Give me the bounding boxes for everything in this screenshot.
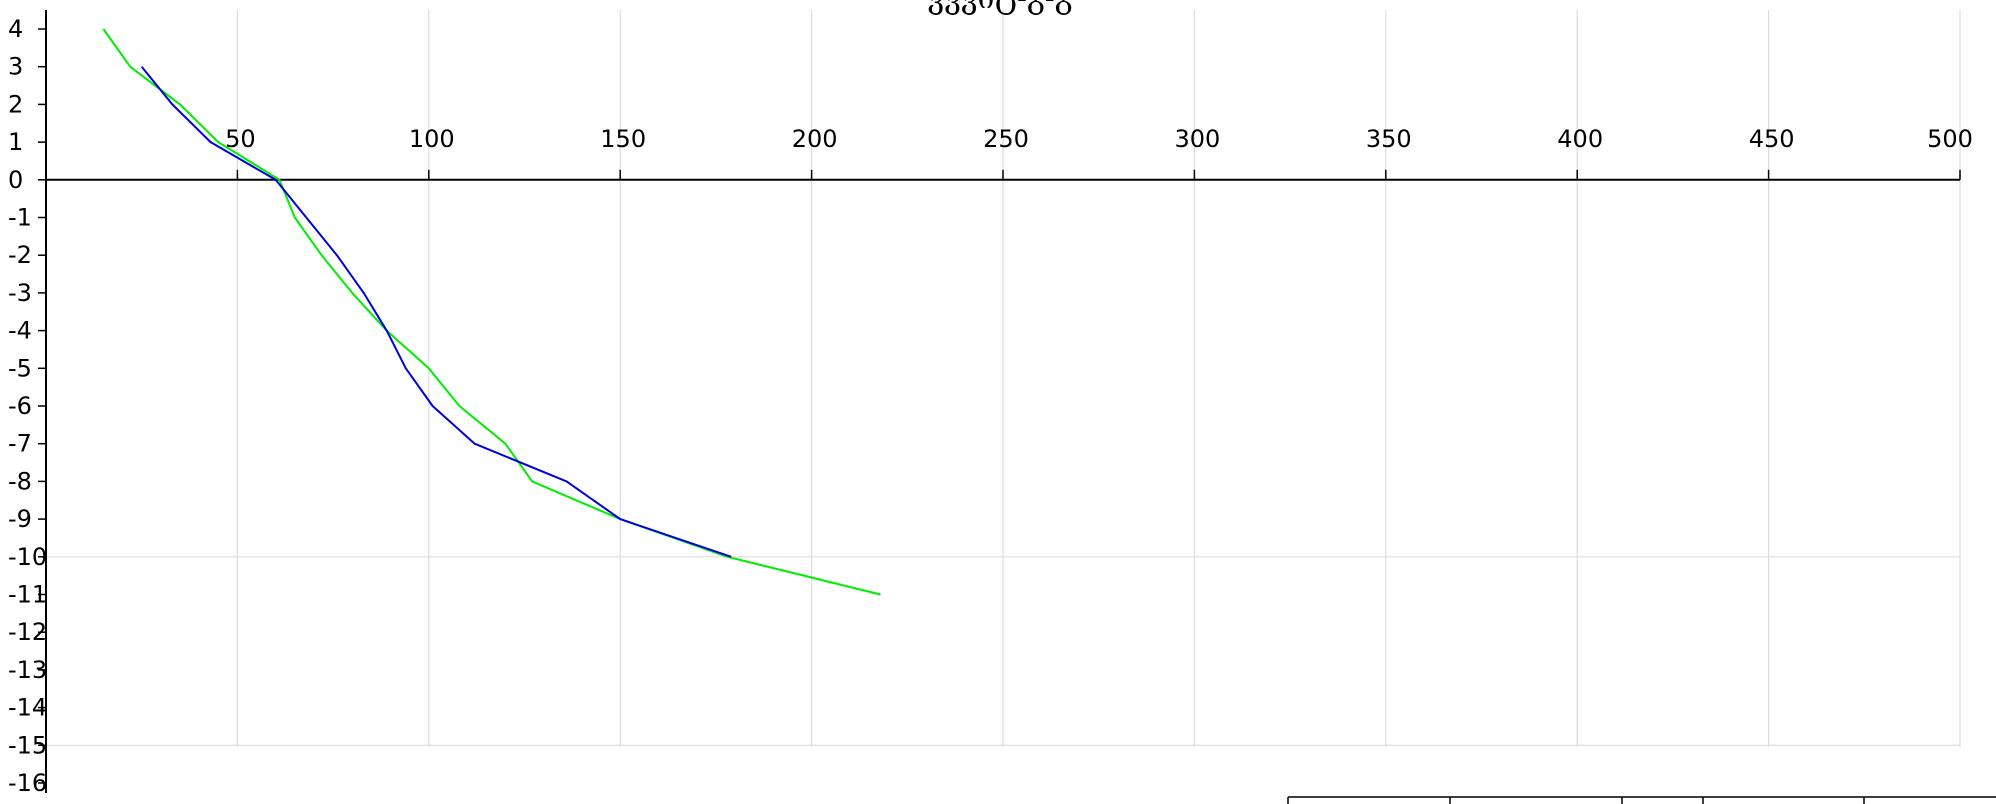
y-axis-ticks: 4 3 2 1 0 -1 -2 -3 -4 -5 -6 -7 -8 -9 -10 -11 -12 -13 -14 -1…	[8, 15, 47, 797]
grid-lines	[46, 10, 1961, 748]
x-tick-label: 50	[225, 125, 256, 153]
x-tick-label: 400	[1557, 125, 1603, 153]
y-tick-label: -15	[8, 731, 47, 759]
y-tick-label: -6	[8, 392, 32, 420]
legend-table	[1287, 796, 1996, 804]
x-tick-label: 100	[409, 125, 455, 153]
y-tick-label: 1	[8, 128, 23, 156]
series-lines	[102, 28, 881, 596]
x-tick-label: 450	[1749, 125, 1795, 153]
x-axis-ticks: 50 100 150 200 250 300 350 400 450 500	[225, 125, 1973, 180]
y-tick-label: -4	[8, 317, 32, 345]
y-tick-label: -16	[8, 769, 47, 797]
y-tick-label: -10	[8, 543, 47, 571]
series-line-2	[140, 66, 732, 558]
y-tick-label: -13	[8, 656, 47, 684]
x-tick-label: 500	[1927, 125, 1973, 153]
y-tick-label: 2	[8, 90, 23, 118]
y-tick-label: -11	[8, 581, 47, 609]
y-tick-label: -14	[8, 694, 47, 722]
y-tick-label: -1	[8, 204, 32, 232]
y-tick-label: -5	[8, 354, 32, 382]
y-tick-label: 0	[8, 166, 23, 194]
x-tick-label: 350	[1366, 125, 1412, 153]
y-tick-label: -7	[8, 430, 32, 458]
y-tick-label: -2	[8, 241, 32, 269]
chart-title: ვვვიტ-გ-გ	[927, 0, 1072, 16]
y-tick-label: -3	[8, 279, 32, 307]
y-tick-label: 3	[8, 53, 23, 81]
y-tick-label: 4	[8, 15, 23, 43]
y-tick-label: -9	[8, 505, 32, 533]
series-line-1	[102, 28, 881, 596]
x-tick-label: 300	[1174, 125, 1220, 153]
x-tick-label: 200	[792, 125, 838, 153]
x-tick-label: 150	[600, 125, 646, 153]
x-tick-label: 250	[983, 125, 1029, 153]
y-tick-label: -12	[8, 618, 47, 646]
y-tick-label: -8	[8, 467, 32, 495]
